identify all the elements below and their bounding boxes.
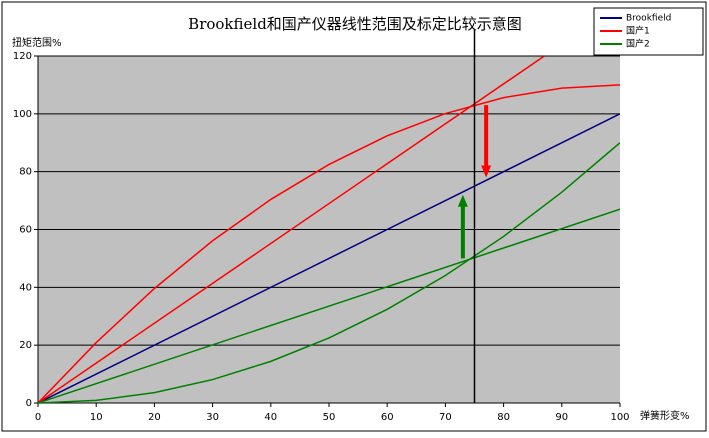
x-tick-label: 30 [206,412,219,423]
y-tick-label: 80 [19,167,32,178]
plot-lines [38,56,620,403]
y-tick-label: 20 [19,340,32,351]
x-tick-label: 70 [439,412,452,423]
x-tick-label: 60 [381,412,394,423]
y-axis-label: 扭矩范围% [12,36,62,49]
arrow-head [457,194,468,207]
legend-label: 国产1 [626,25,650,37]
legend-label: 国产2 [626,38,650,50]
arrow-head [481,165,492,178]
series-line [38,142,620,403]
y-tick-label: 40 [19,282,32,293]
legend-label: Brookfield [626,14,671,24]
x-tick-label: 90 [555,412,568,423]
x-tick-label: 50 [323,412,336,423]
y-tick-label: 60 [19,225,32,236]
x-tick-label: 10 [90,412,103,423]
x-tick-label: 40 [264,412,277,423]
series-line [38,84,620,403]
x-axis-label: 弹簧形变% [640,409,690,422]
y-tick-label: 120 [13,51,32,62]
series-line [38,113,620,403]
y-tick-label: 100 [13,109,32,120]
x-tick-label: 20 [148,412,161,423]
x-tick-label: 0 [35,412,41,423]
chart-title: Brookfield和国产仪器线性范围及标定比较示意图 [188,15,522,33]
x-tick-label: 80 [497,412,510,423]
series-line [38,208,620,403]
series-line [38,56,545,403]
x-tick-label: 100 [610,412,629,423]
y-tick-label: 0 [26,398,32,409]
